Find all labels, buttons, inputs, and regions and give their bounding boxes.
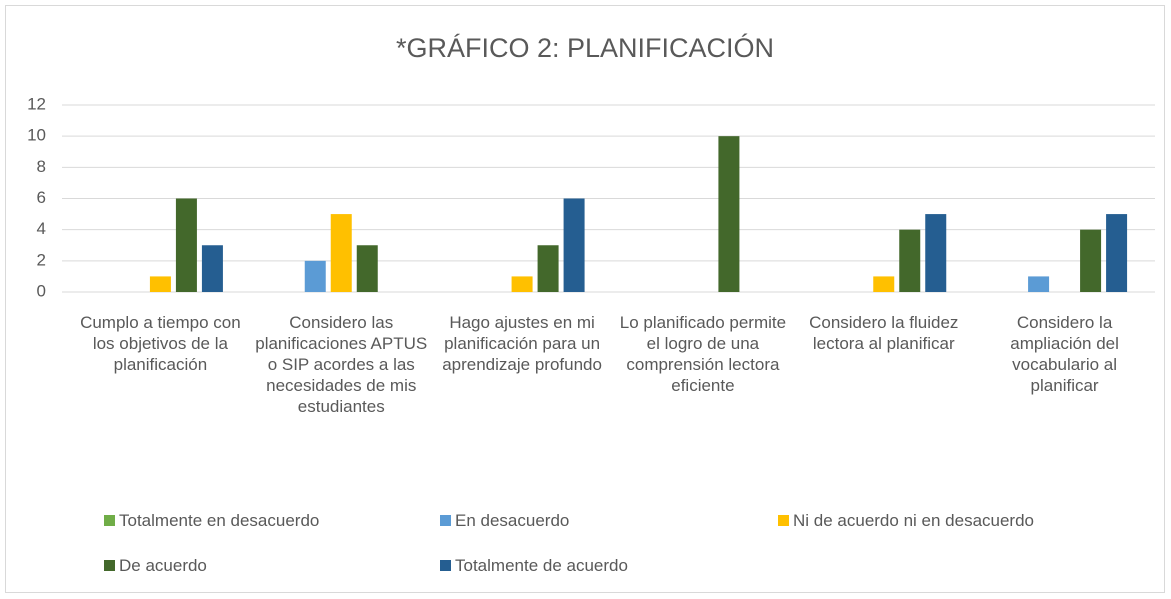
y-tick-label: 10 bbox=[27, 126, 46, 145]
bar bbox=[511, 276, 533, 292]
chart-border bbox=[5, 5, 1165, 593]
bar bbox=[149, 276, 171, 292]
bar bbox=[718, 136, 740, 292]
legend-swatch bbox=[104, 515, 115, 526]
bar bbox=[304, 260, 326, 292]
legend-swatch bbox=[440, 515, 451, 526]
bar bbox=[356, 245, 378, 292]
chart-title: *GRÁFICO 2: PLANIFICACIÓN bbox=[396, 32, 774, 63]
x-tick-label: Considero la ampliación del vocabulario … bbox=[1010, 313, 1119, 395]
legend-label: De acuerdo bbox=[119, 556, 207, 575]
y-tick-label: 8 bbox=[37, 157, 46, 176]
bar bbox=[201, 245, 223, 292]
legend-label: En desacuerdo bbox=[455, 511, 570, 530]
legend-item: Ni de acuerdo ni en desacuerdo bbox=[778, 511, 1034, 531]
y-tick-label: 0 bbox=[37, 281, 46, 300]
y-tick-label: 12 bbox=[27, 94, 46, 113]
bar bbox=[1106, 214, 1128, 292]
x-tick-label: Considero la fluidez lectora al planific… bbox=[809, 313, 959, 353]
bar bbox=[925, 214, 947, 292]
legend-swatch bbox=[440, 560, 451, 571]
legend-swatch bbox=[778, 515, 789, 526]
bar bbox=[899, 229, 921, 292]
legend-item: Totalmente de acuerdo bbox=[440, 556, 628, 576]
legend-item: De acuerdo bbox=[104, 556, 207, 576]
bar bbox=[873, 276, 895, 292]
y-tick-label: 4 bbox=[37, 219, 46, 238]
x-tick-label: Considero las planificaciones APTUS o SI… bbox=[255, 313, 428, 416]
legend-item: Totalmente en desacuerdo bbox=[104, 511, 319, 531]
legend-item: En desacuerdo bbox=[440, 511, 569, 531]
x-tick-label: Lo planificado permite el logro de una c… bbox=[619, 313, 787, 395]
bar bbox=[330, 214, 352, 292]
legend-swatch bbox=[104, 560, 115, 571]
legend-label: Ni de acuerdo ni en desacuerdo bbox=[793, 511, 1034, 530]
x-tick-label: Hago ajustes en mi planificación para un… bbox=[442, 313, 602, 374]
legend-label: Totalmente en desacuerdo bbox=[119, 511, 320, 530]
y-tick-label: 2 bbox=[37, 250, 46, 269]
x-tick-label: Cumplo a tiempo con los objetivos de la … bbox=[80, 313, 241, 374]
bar bbox=[563, 198, 585, 292]
legend-label: Totalmente de acuerdo bbox=[455, 556, 628, 575]
bar bbox=[175, 198, 197, 292]
y-tick-label: 6 bbox=[37, 188, 46, 207]
bar bbox=[537, 245, 559, 292]
bar bbox=[1028, 276, 1050, 292]
bar bbox=[1080, 229, 1102, 292]
